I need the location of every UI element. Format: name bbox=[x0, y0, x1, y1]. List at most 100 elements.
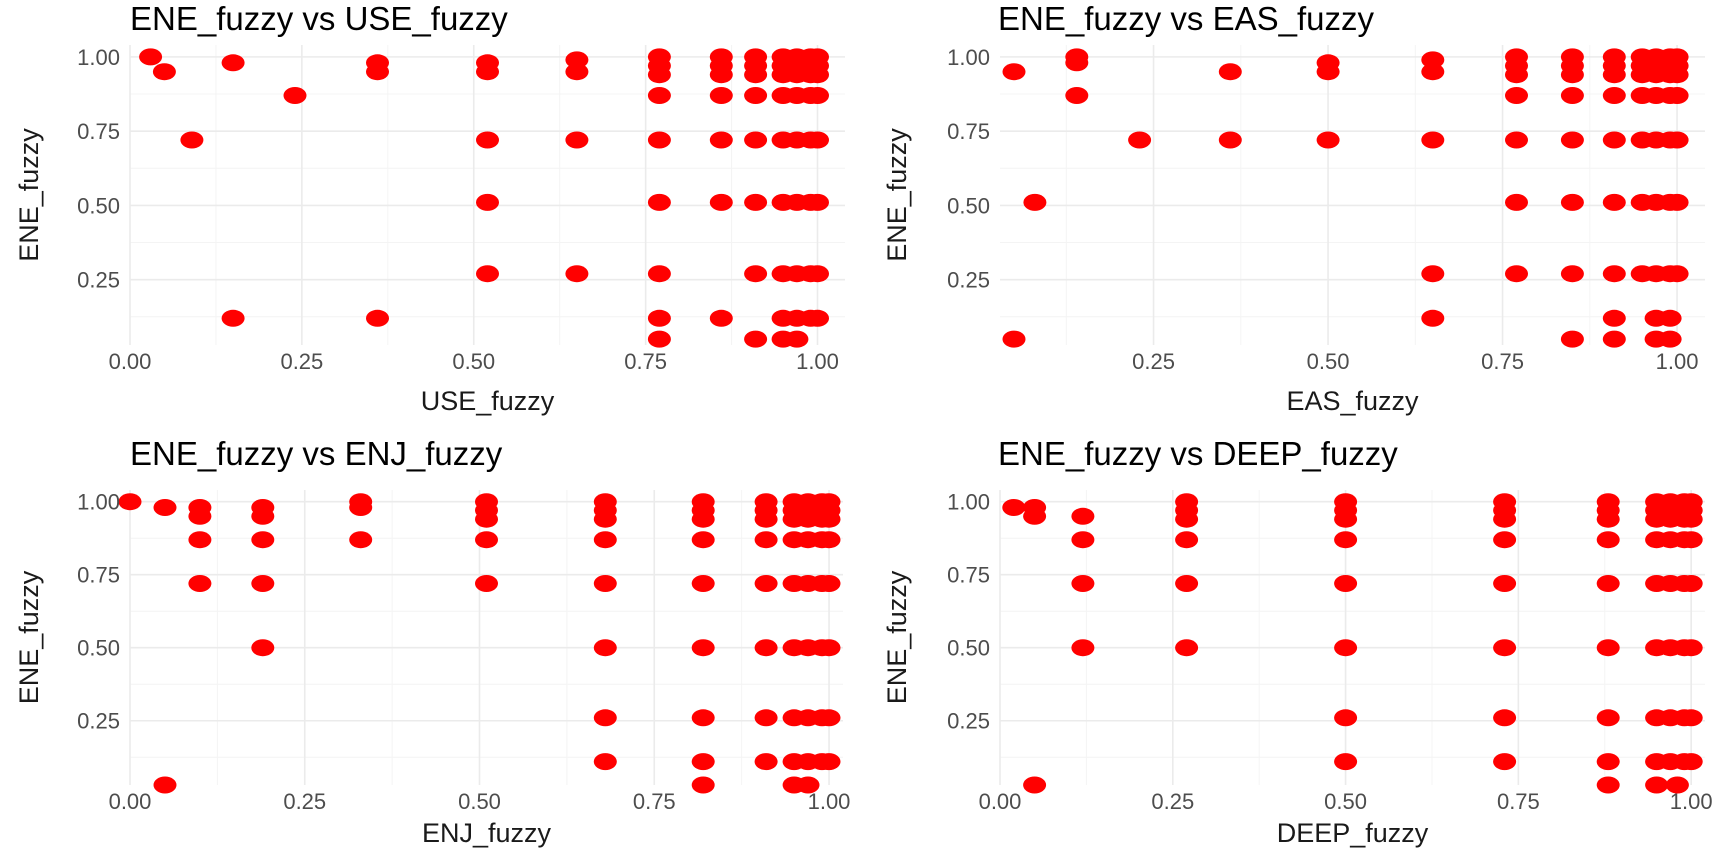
data-point bbox=[691, 709, 715, 727]
data-point bbox=[754, 709, 778, 727]
data-point bbox=[691, 575, 715, 592]
data-point bbox=[1560, 87, 1584, 104]
data-point bbox=[153, 499, 177, 516]
x-tick-label: 0.75 bbox=[624, 349, 667, 374]
data-point bbox=[251, 531, 275, 549]
data-point bbox=[1658, 330, 1682, 348]
data-point bbox=[1505, 66, 1528, 84]
data-point bbox=[1665, 87, 1689, 104]
chart-title: ENE_fuzzy vs ENJ_fuzzy bbox=[130, 435, 503, 472]
data-point bbox=[366, 63, 389, 81]
chart-panel-2: 0.25 0.50 0.75 1.00 0.25 0.50 0.75 1.00 ENE_fuzz… bbox=[882, 0, 1705, 416]
data-point bbox=[1493, 531, 1517, 549]
data-point bbox=[593, 575, 617, 592]
data-point bbox=[475, 575, 498, 592]
data-point bbox=[647, 330, 671, 348]
y-tick-label: 0.75 bbox=[77, 563, 120, 588]
x-axis-label: EAS_fuzzy bbox=[1286, 386, 1419, 416]
chart-panel-3: 0.00 0.25 0.50 0.75 1.00 0.25 0.50 0.75 1.00 ENE_… bbox=[14, 435, 850, 848]
data-point bbox=[806, 66, 829, 84]
data-point bbox=[1071, 531, 1095, 549]
data-point bbox=[1596, 639, 1620, 657]
y-tick-label: 0.75 bbox=[947, 563, 990, 588]
data-point bbox=[754, 753, 778, 771]
y-tick-label: 0.50 bbox=[947, 636, 990, 661]
data-point bbox=[1602, 66, 1626, 84]
data-point bbox=[593, 531, 617, 549]
data-points bbox=[139, 48, 829, 348]
data-point bbox=[1421, 131, 1445, 149]
x-tick-label: 1.00 bbox=[1670, 789, 1713, 814]
x-tick-label: 0.75 bbox=[1497, 789, 1540, 814]
data-point bbox=[1560, 330, 1584, 348]
data-point bbox=[593, 709, 617, 727]
data-point bbox=[709, 66, 733, 84]
data-point bbox=[1002, 499, 1026, 516]
x-tick-label: 0.25 bbox=[1151, 789, 1194, 814]
data-point bbox=[1679, 510, 1703, 528]
data-point bbox=[1596, 575, 1620, 592]
data-point bbox=[188, 531, 212, 549]
data-point bbox=[744, 193, 768, 211]
y-tick-label: 0.75 bbox=[77, 119, 120, 144]
data-point bbox=[1602, 87, 1626, 104]
chart-title: ENE_fuzzy vs EAS_fuzzy bbox=[998, 0, 1374, 37]
data-point bbox=[1334, 709, 1358, 727]
data-point bbox=[349, 499, 373, 516]
data-point bbox=[817, 531, 841, 549]
data-point bbox=[744, 87, 768, 104]
x-tick-label: 0.00 bbox=[109, 349, 152, 374]
data-point bbox=[1596, 531, 1620, 549]
data-point bbox=[1665, 131, 1689, 149]
x-axis-label: USE_fuzzy bbox=[421, 386, 555, 416]
data-point bbox=[251, 575, 275, 592]
data-point bbox=[1679, 531, 1703, 549]
data-point bbox=[180, 131, 204, 149]
data-point bbox=[188, 507, 212, 525]
data-point bbox=[709, 309, 733, 327]
data-point bbox=[1493, 510, 1517, 528]
data-point bbox=[1002, 63, 1026, 81]
x-tick-label: 1.00 bbox=[1656, 349, 1699, 374]
data-point bbox=[1023, 507, 1047, 525]
x-tick-label: 0.25 bbox=[1132, 349, 1175, 374]
y-tick-label: 0.50 bbox=[77, 193, 120, 218]
data-point bbox=[1596, 709, 1620, 727]
chart-title: ENE_fuzzy vs USE_fuzzy bbox=[130, 0, 508, 37]
chart-title: ENE_fuzzy vs DEEP_fuzzy bbox=[998, 435, 1398, 472]
data-point bbox=[744, 131, 768, 149]
x-tick-label: 0.25 bbox=[283, 789, 326, 814]
data-point bbox=[806, 309, 829, 327]
x-tick-label: 0.75 bbox=[633, 789, 676, 814]
data-point bbox=[1071, 639, 1095, 657]
data-point bbox=[817, 575, 841, 592]
data-point bbox=[251, 507, 275, 525]
data-point bbox=[1071, 575, 1095, 592]
data-point bbox=[1218, 131, 1242, 149]
x-tick-label: 0.25 bbox=[280, 349, 323, 374]
data-point bbox=[475, 510, 498, 528]
data-point bbox=[1493, 753, 1517, 771]
data-point bbox=[251, 639, 275, 657]
data-point bbox=[349, 531, 373, 549]
y-tick-label: 0.50 bbox=[77, 636, 120, 661]
data-point bbox=[796, 776, 820, 794]
data-point bbox=[1493, 575, 1517, 592]
data-point bbox=[691, 753, 715, 771]
x-tick-label: 0.75 bbox=[1481, 349, 1524, 374]
data-point bbox=[647, 87, 671, 104]
data-point bbox=[593, 753, 617, 771]
y-axis-label: ENE_fuzzy bbox=[882, 128, 912, 262]
y-axis-label: ENE_fuzzy bbox=[14, 570, 44, 704]
data-point bbox=[1493, 639, 1517, 657]
x-axis-label: DEEP_fuzzy bbox=[1277, 818, 1429, 848]
data-point bbox=[476, 131, 499, 149]
data-point bbox=[1596, 753, 1620, 771]
data-point bbox=[709, 87, 733, 104]
data-point bbox=[691, 531, 715, 549]
data-point bbox=[1560, 265, 1584, 283]
data-point bbox=[647, 193, 671, 211]
x-tick-label: 0.50 bbox=[1324, 789, 1367, 814]
data-point bbox=[647, 309, 671, 327]
